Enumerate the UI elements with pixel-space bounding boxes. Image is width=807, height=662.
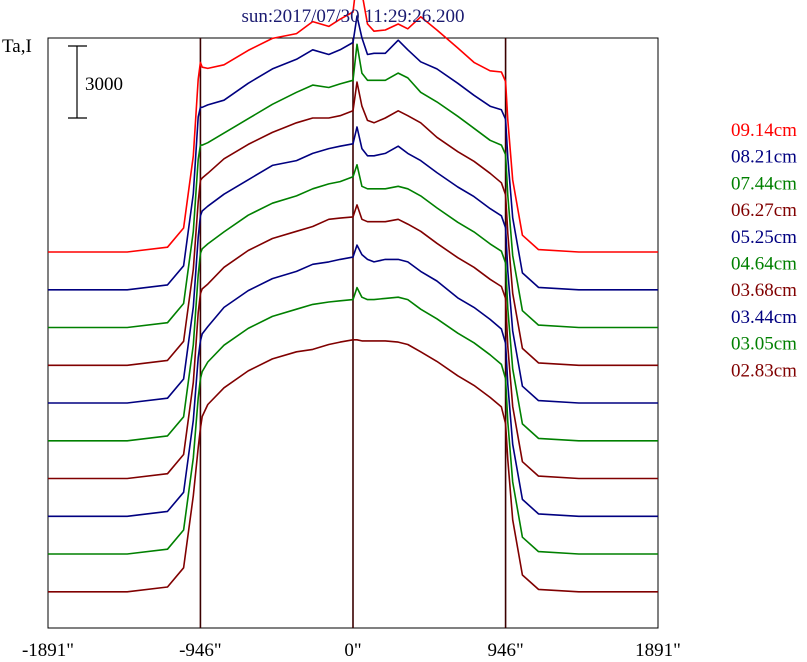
trace-03.44cm — [48, 244, 658, 518]
x-tick-label-2: 0" — [344, 640, 361, 661]
legend-entry-04.64cm: 04.64cm — [731, 254, 797, 275]
trace-08.21cm — [48, 15, 658, 291]
legend-entry-03.44cm: 03.44cm — [731, 307, 797, 328]
legend-entry-08.21cm: 08.21cm — [731, 147, 797, 168]
legend-entry-07.44cm: 07.44cm — [731, 173, 797, 194]
legend: 09.14cm 08.21cm 07.44cm 06.27cm 05.25cm 04.64… — [731, 120, 797, 381]
traces — [48, 0, 658, 593]
trace-03.68cm — [48, 204, 658, 480]
x-tick-labels: -1891" -946" 0" 946" 1891" — [22, 640, 681, 661]
trace-04.64cm — [48, 164, 658, 442]
chart-title: sun:2017/07/30 11:29:26.200 — [241, 6, 464, 27]
vertical-markers — [199, 38, 507, 628]
trace-05.25cm — [48, 126, 658, 404]
legend-entry-09.14cm: 09.14cm — [731, 120, 797, 141]
scale-bar: 3000 — [68, 45, 123, 119]
legend-entry-03.05cm: 03.05cm — [731, 334, 797, 355]
x-tick-label-4: 1891" — [635, 640, 681, 661]
legend-entry-02.83cm: 02.83cm — [731, 360, 797, 381]
scale-bar-label: 3000 — [85, 74, 123, 95]
legend-entry-05.25cm: 05.25cm — [731, 227, 797, 248]
trace-06.27cm — [48, 81, 658, 367]
legend-entry-03.68cm: 03.68cm — [731, 280, 797, 301]
x-tick-label-1: -946" — [179, 640, 222, 661]
trace-03.05cm — [48, 286, 658, 555]
y-axis-label: Ta,I — [2, 36, 32, 57]
trace-07.44cm — [48, 43, 658, 329]
x-tick-label-3: 946" — [487, 640, 523, 661]
trace-09.14cm — [48, 0, 658, 253]
legend-entry-06.27cm: 06.27cm — [731, 200, 797, 221]
x-tick-label-0: -1891" — [22, 640, 74, 661]
trace-02.83cm — [48, 338, 658, 593]
